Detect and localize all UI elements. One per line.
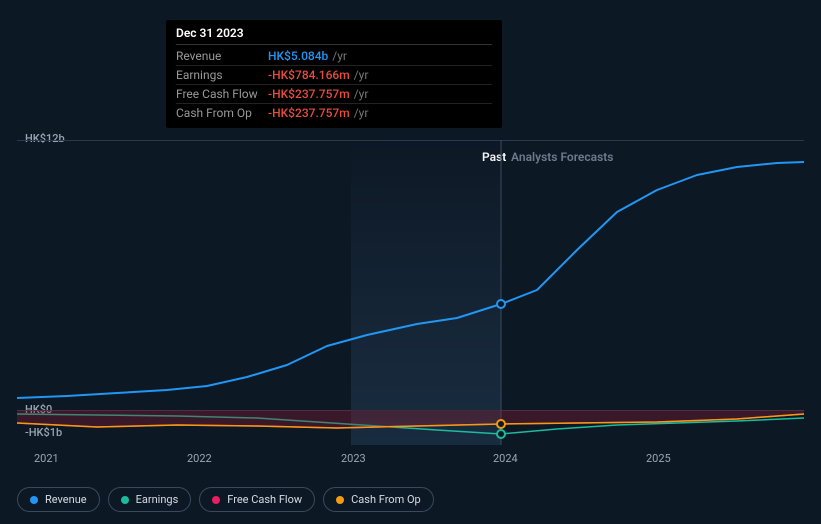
x-axis-label: 2023 <box>341 452 366 465</box>
tooltip-metric-label: Cash From Op <box>176 106 268 120</box>
tooltip-metric-unit: /yr <box>332 49 347 63</box>
x-axis-label: 2025 <box>646 452 671 465</box>
tooltip-metric-label: Free Cash Flow <box>176 87 268 101</box>
x-axis-label: 2021 <box>34 452 59 465</box>
tooltip-metric-unit: /yr <box>354 68 369 82</box>
tooltip-metric-value: HK$5.084b <box>268 49 328 63</box>
chart-tooltip: Dec 31 2023 Revenue HK$5.084b /yrEarning… <box>166 20 502 128</box>
legend-label: Cash From Op <box>351 493 421 506</box>
tooltip-metric-unit: /yr <box>354 87 369 101</box>
tooltip-date: Dec 31 2023 <box>176 26 492 45</box>
legend-color-dot <box>336 496 344 504</box>
chart-plot <box>17 140 804 470</box>
tooltip-metric-value: -HK$237.757m <box>268 106 350 120</box>
tooltip-metric-label: Revenue <box>176 49 268 63</box>
tooltip-row: Cash From Op -HK$237.757m /yr <box>176 104 492 122</box>
legend-item[interactable]: Cash From Op <box>323 487 434 512</box>
legend-item[interactable]: Revenue <box>17 487 100 512</box>
tooltip-row: Revenue HK$5.084b /yr <box>176 47 492 66</box>
legend-color-dot <box>212 496 220 504</box>
tooltip-row: Free Cash Flow -HK$237.757m /yr <box>176 85 492 104</box>
legend-item[interactable]: Earnings <box>108 487 192 512</box>
legend-label: Revenue <box>45 493 87 506</box>
legend-color-dot <box>121 496 129 504</box>
financial-chart: HK$12bHK$0-HK$1b Past Analysts Forecasts… <box>17 140 804 470</box>
tooltip-metric-value: -HK$784.166m <box>268 68 350 82</box>
legend-label: Earnings <box>136 493 179 506</box>
x-axis-label: 2024 <box>493 452 518 465</box>
tooltip-metric-unit: /yr <box>354 106 369 120</box>
legend-item[interactable]: Free Cash Flow <box>199 487 315 512</box>
legend-color-dot <box>30 496 38 504</box>
x-axis-label: 2022 <box>187 452 212 465</box>
legend-label: Free Cash Flow <box>227 493 302 506</box>
tooltip-metric-label: Earnings <box>176 68 268 82</box>
tooltip-row: Earnings -HK$784.166m /yr <box>176 66 492 85</box>
chart-legend: Revenue Earnings Free Cash Flow Cash From O… <box>17 487 434 512</box>
tooltip-metric-value: -HK$237.757m <box>268 87 350 101</box>
